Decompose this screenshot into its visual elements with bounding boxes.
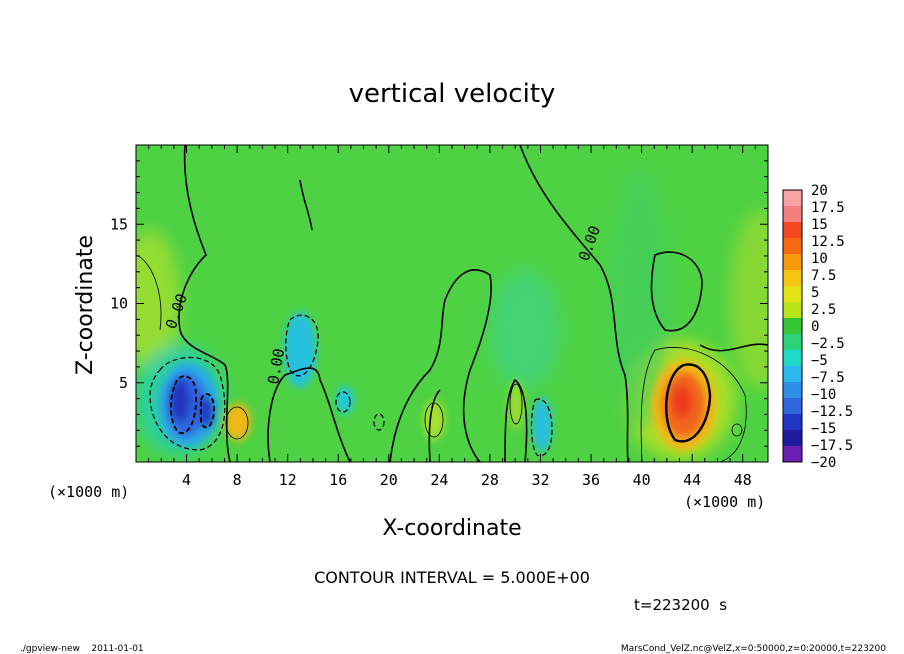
colorbar-label: −5	[811, 353, 828, 369]
colorbar-swatch	[783, 302, 802, 319]
x-tick-label: 20	[380, 471, 398, 489]
chart-title: vertical velocity	[349, 79, 556, 109]
colorbar-swatch	[783, 190, 802, 207]
colorbar-swatch	[783, 366, 802, 383]
y-tick-label: 15	[110, 215, 128, 233]
x-tick-label: 32	[531, 471, 549, 489]
x-tick-label: 16	[329, 471, 347, 489]
downdraft-32	[532, 398, 552, 452]
x-tick-label: 28	[481, 471, 499, 489]
colorbar: 2017.51512.5107.552.50−2.5−5−7.5−10−12.5…	[782, 183, 853, 471]
colorbar-swatch	[783, 206, 802, 223]
colorbar-swatch	[783, 446, 802, 463]
colorbar-label: 5	[811, 285, 819, 301]
downdraft-peak-4	[170, 378, 190, 422]
y-tick-label: 10	[110, 295, 128, 313]
x-tick-label: 24	[430, 471, 448, 489]
downdraft-13	[284, 312, 316, 388]
thin-contours	[136, 254, 747, 462]
x-tick-label: 8	[233, 471, 242, 489]
updraft-peak-44	[672, 385, 692, 419]
colorbar-swatch	[783, 318, 802, 335]
colorbar-label: −10	[811, 387, 836, 403]
x-unit-label-left: (×1000 m)	[48, 483, 129, 501]
weak-updraft-30	[508, 381, 524, 429]
colorbar-swatch	[783, 238, 802, 255]
x-tick-label: 44	[683, 471, 701, 489]
colorbar-swatch	[783, 286, 802, 303]
colorbar-label: 10	[811, 251, 828, 267]
colorbar-label: 2.5	[811, 302, 836, 318]
x-tick-label: 4	[182, 471, 191, 489]
colorbar-label: 0	[811, 319, 819, 335]
x-axis-ticks: 4 8 12 16 20 24 28 32 36 40 44 48	[148, 145, 756, 489]
colorbar-label: −20	[811, 455, 836, 471]
footer-right: MarsCond_VelZ.nc@VelZ,x=0:50000,z=0:2000…	[621, 644, 886, 654]
colorbar-swatch	[783, 414, 802, 431]
colorbar-label: −2.5	[811, 336, 845, 352]
colorbar-label: −7.5	[811, 370, 845, 386]
colorbar-swatch	[783, 430, 802, 447]
colorbar-swatch	[783, 350, 802, 367]
colorbar-label: 7.5	[811, 268, 836, 284]
plot-area: 0.00 0.00 0.00	[136, 145, 768, 462]
footer-left: ./gpview-new 2011-01-01	[20, 644, 144, 654]
y-tick-label: 5	[119, 374, 128, 392]
time-label: t=223200 s	[634, 596, 727, 614]
y-axis-ticks: 5 10 15	[110, 160, 768, 447]
colorbar-swatch	[783, 254, 802, 271]
x-unit-label-right: (×1000 m)	[684, 493, 765, 511]
colorbar-label: −17.5	[811, 438, 853, 454]
downdraft-peak-5	[200, 396, 214, 428]
colorbar-swatch	[783, 222, 802, 239]
updraft-8	[225, 403, 251, 441]
x-axis-label: X-coordinate	[382, 516, 521, 541]
weak-updraft-23	[423, 400, 445, 440]
contour-interval: CONTOUR INTERVAL = 5.000E+00	[314, 568, 590, 587]
negative-contours	[149, 314, 553, 457]
colorbar-label: 15	[811, 217, 828, 233]
x-tick-label: 36	[582, 471, 600, 489]
colorbar-label: 17.5	[811, 200, 845, 216]
colorbar-label: 20	[811, 183, 828, 199]
colorbar-swatch	[783, 398, 802, 415]
colorbar-label: −15	[811, 421, 836, 437]
x-tick-label: 40	[633, 471, 651, 489]
y-axis-label: Z-coordinate	[73, 235, 98, 375]
colorbar-frame	[782, 189, 803, 463]
field-features	[158, 312, 716, 452]
x-tick-label: 12	[279, 471, 297, 489]
contour-lines	[178, 145, 768, 462]
contour-label-2: 0.00	[264, 347, 288, 386]
x-tick-label: 48	[734, 471, 752, 489]
colorbar-swatch	[783, 270, 802, 287]
colorbar-label: 12.5	[811, 234, 845, 250]
colorbar-label: −12.5	[811, 404, 853, 420]
colorbar-swatch	[783, 334, 802, 351]
colorbar-swatch	[783, 382, 802, 399]
